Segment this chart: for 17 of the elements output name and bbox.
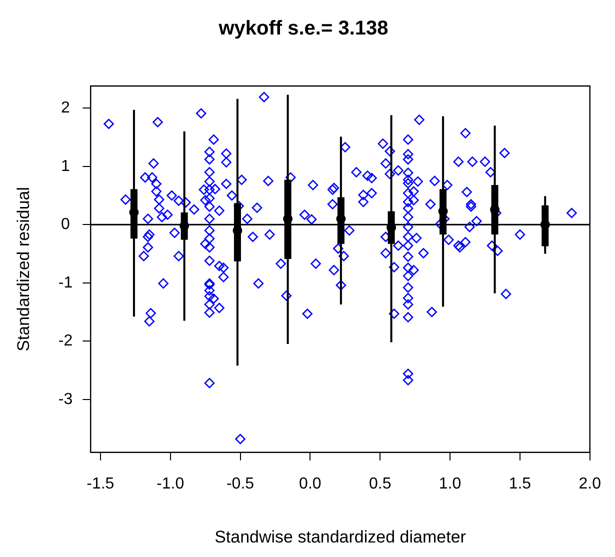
y-tick-label: 2	[61, 100, 70, 117]
x-tick-label: 0.0	[299, 475, 322, 492]
x-tick-label: 2.0	[578, 475, 602, 492]
x-tick-label: 1.5	[508, 475, 532, 492]
x-tick-label: -1.5	[86, 475, 114, 492]
x-tick-label: 0.5	[368, 475, 392, 492]
chart-title: wykoff s.e.= 3.138	[218, 18, 388, 40]
y-tick-label: 1	[61, 158, 70, 175]
x-tick-label: -0.5	[226, 475, 254, 492]
y-tick-label: -3	[58, 390, 73, 408]
x-axis-title: Standwise standardized diameter	[214, 527, 466, 546]
y-axis-title: Standardized residual	[14, 186, 33, 352]
x-tick-label: -1.0	[156, 475, 184, 492]
y-tick-label: 0	[61, 216, 70, 234]
y-tick-label: -2	[58, 332, 73, 350]
x-tick-label: 1.0	[438, 475, 462, 492]
y-tick-label: -1	[58, 274, 73, 292]
